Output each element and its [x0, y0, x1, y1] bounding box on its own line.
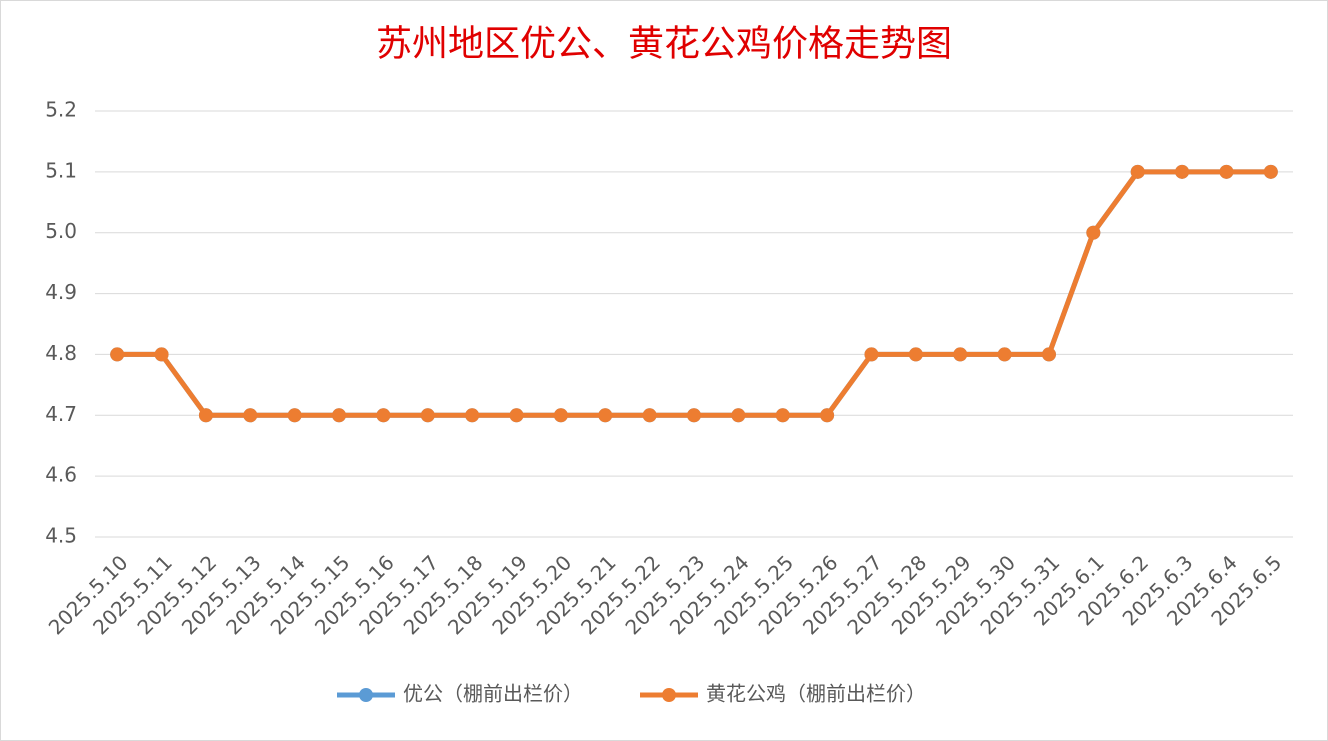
data-point [509, 408, 524, 423]
data-point [1041, 347, 1056, 362]
data-point [1263, 164, 1278, 179]
y-tick-label: 5.2 [45, 98, 77, 122]
legend-label: 优公（棚前出栏价） [403, 682, 583, 706]
data-point [953, 347, 968, 362]
data-point [731, 408, 746, 423]
chart-title: 苏州地区优公、黄花公鸡价格走势图 [376, 23, 952, 63]
data-point [154, 347, 169, 362]
y-tick-label: 5.0 [45, 219, 77, 243]
legend-label: 黄花公鸡（棚前出栏价） [706, 682, 926, 706]
legend-marker [359, 688, 373, 702]
data-point [864, 347, 879, 362]
y-tick-label: 5.1 [45, 158, 77, 182]
data-point [553, 408, 568, 423]
data-point [687, 408, 701, 423]
y-tick-label: 4.7 [45, 402, 77, 426]
data-point [642, 408, 657, 423]
data-point [287, 408, 302, 423]
data-point [465, 408, 480, 423]
y-tick-label: 4.8 [45, 341, 77, 365]
data-point [598, 408, 613, 423]
y-tick-label: 4.5 [45, 524, 77, 548]
data-point [1130, 164, 1145, 179]
data-point [997, 347, 1012, 362]
data-point [110, 347, 125, 362]
legend-marker [662, 688, 676, 702]
data-point [332, 408, 347, 423]
data-point [198, 408, 213, 423]
y-tick-label: 4.9 [45, 280, 77, 304]
data-point [243, 408, 258, 423]
data-point [1086, 225, 1101, 240]
data-point [1175, 164, 1190, 179]
data-point [1219, 164, 1234, 179]
data-point [908, 347, 923, 362]
data-point [820, 408, 835, 423]
data-point [775, 408, 790, 423]
y-tick-label: 4.6 [45, 463, 77, 487]
data-point [376, 408, 391, 423]
data-point [420, 408, 435, 423]
